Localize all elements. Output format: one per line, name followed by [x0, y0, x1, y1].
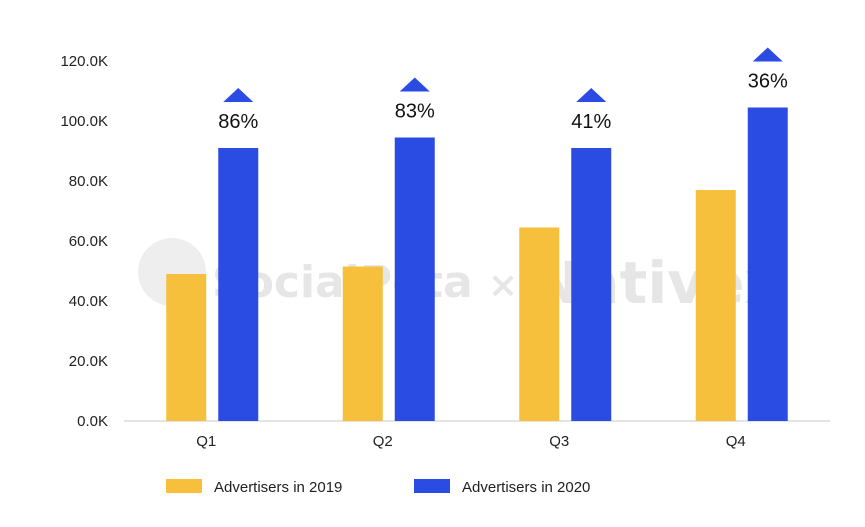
legend-swatch-2019 — [166, 479, 202, 493]
growth-up-triangle-icon — [223, 88, 254, 102]
bar-2020-q2 — [394, 137, 435, 421]
legend-label-2019: Advertisers in 2019 — [214, 479, 342, 496]
y-tick-label: 20.0K — [69, 353, 108, 370]
legend-label-2020: Advertisers in 2020 — [462, 479, 590, 496]
bar-2019-q1 — [166, 274, 207, 421]
growth-up-triangle-icon — [399, 77, 430, 92]
y-tick-label: 0.0K — [77, 413, 108, 430]
watermark-separator: × — [488, 265, 518, 306]
growth-label: 41% — [571, 111, 611, 133]
growth-label: 36% — [748, 71, 788, 93]
x-tick-label: Q3 — [549, 433, 569, 450]
y-axis: 0.0K 20.0K 40.0K 60.0K 80.0K 100.0K 120.0K — [60, 53, 108, 430]
bars — [166, 107, 788, 421]
legend: Advertisers in 2019 Advertisers in 2020 — [166, 479, 590, 496]
y-tick-label: 60.0K — [69, 233, 108, 250]
growth-up-triangle-icon — [576, 88, 607, 102]
growth-label: 86% — [218, 111, 258, 133]
y-tick-label: 100.0K — [60, 113, 108, 130]
bar-2019-q3 — [519, 227, 560, 421]
growth-label: 83% — [395, 101, 435, 123]
bar-2019-q2 — [342, 266, 383, 421]
x-tick-label: Q4 — [726, 433, 746, 450]
x-axis: Q1 Q2 Q3 Q4 — [196, 433, 746, 450]
growth-up-triangle-icon — [752, 47, 783, 62]
bar-2020-q4 — [747, 107, 788, 421]
y-tick-label: 80.0K — [69, 173, 108, 190]
legend-swatch-2020 — [414, 479, 450, 493]
growth-markers: 86% 83% 41% 36% — [218, 47, 788, 133]
bar-2020-q3 — [571, 148, 612, 421]
y-tick-label: 40.0K — [69, 293, 108, 310]
x-tick-label: Q2 — [373, 433, 393, 450]
x-tick-label: Q1 — [196, 433, 216, 450]
y-tick-label: 120.0K — [60, 53, 108, 70]
watermark-right: Nativex — [532, 249, 782, 317]
bar-2019-q4 — [695, 190, 736, 421]
bar-2020-q1 — [218, 148, 259, 421]
